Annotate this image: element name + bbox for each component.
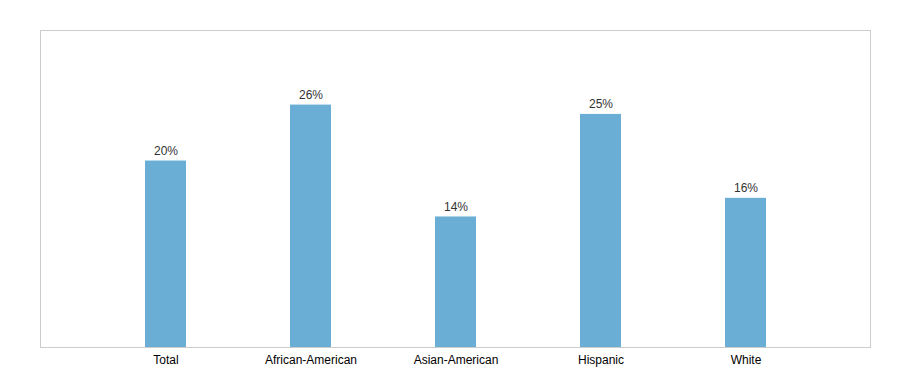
svg-text:26%: 26% (299, 88, 323, 102)
svg-text:20%: 20% (154, 144, 178, 158)
svg-text:African-American: African-American (265, 353, 357, 367)
svg-text:White: White (731, 353, 762, 367)
svg-text:Hispanic: Hispanic (578, 353, 624, 367)
svg-text:Asian-American: Asian-American (414, 353, 499, 367)
svg-text:25%: 25% (589, 97, 613, 111)
svg-text:14%: 14% (444, 200, 468, 214)
svg-text:16%: 16% (734, 181, 758, 195)
svg-text:Total: Total (153, 353, 178, 367)
